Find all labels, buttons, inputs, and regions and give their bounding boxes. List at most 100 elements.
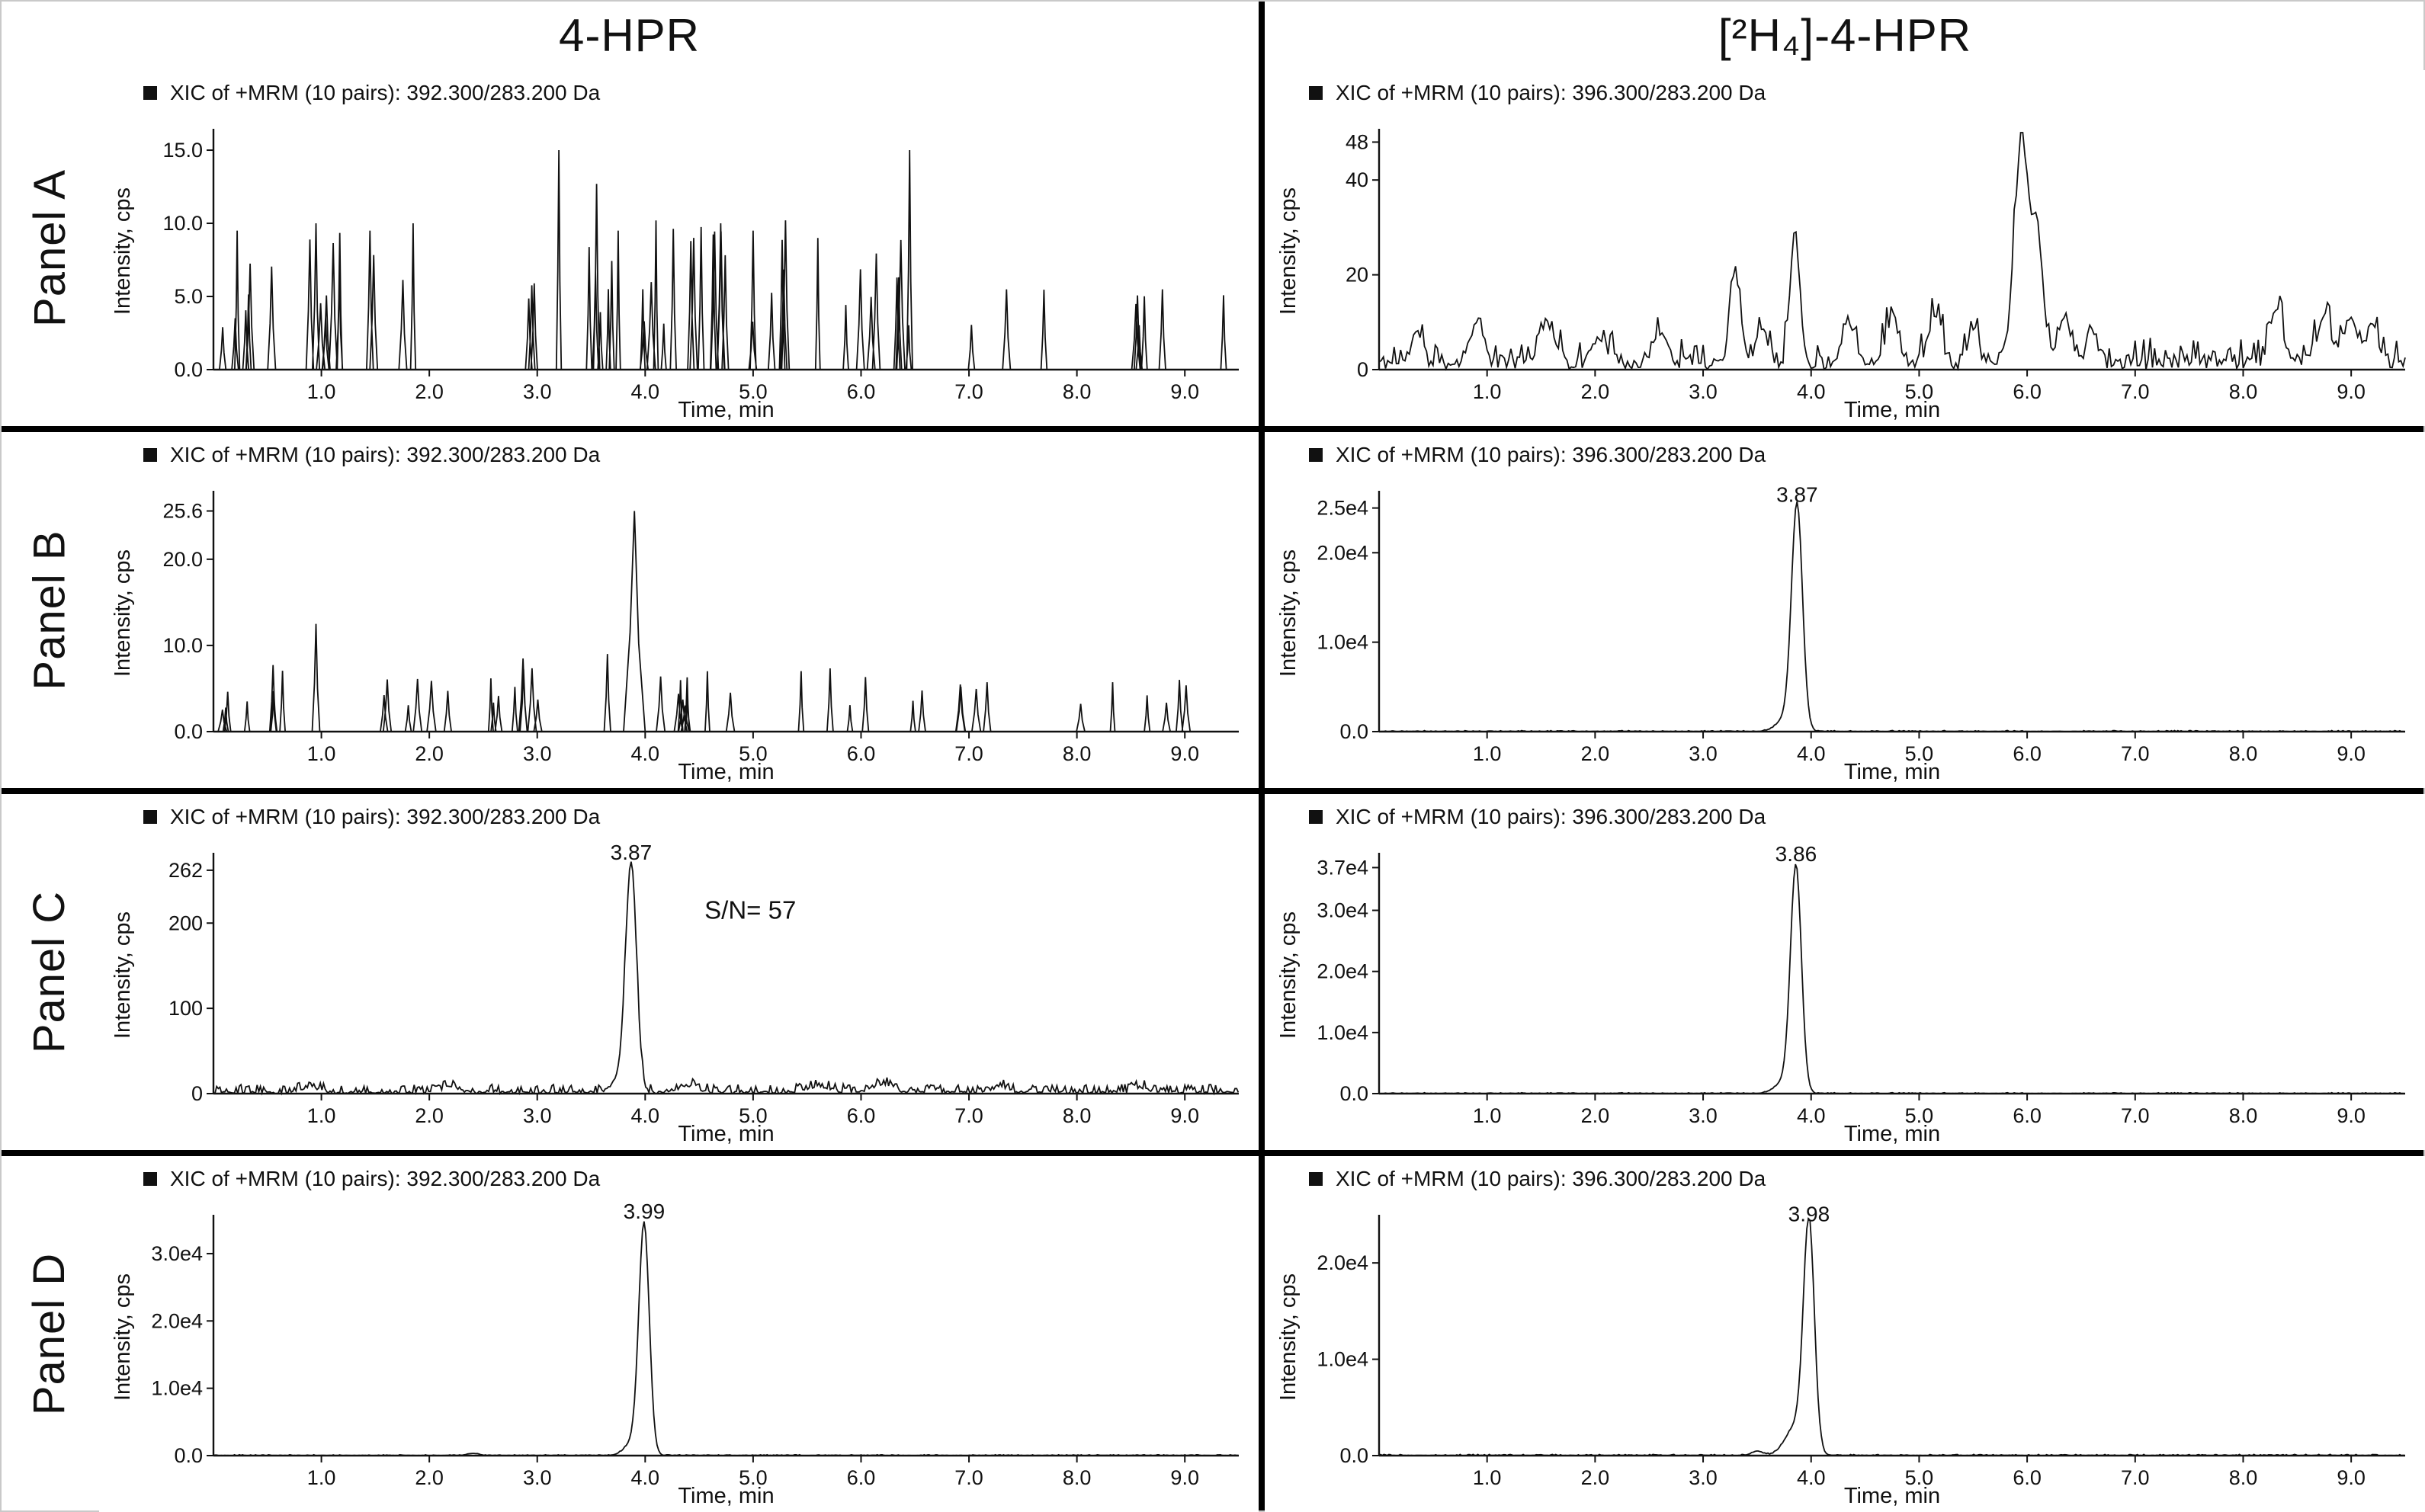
x-tick-label: 8.0 — [2229, 742, 2258, 765]
trace-path — [213, 149, 1239, 370]
trace-header: XIC of +MRM (10 pairs): 396.300/283.200 … — [1265, 432, 2425, 467]
y-tick-label: 0 — [191, 1082, 203, 1105]
x-tick-label: 6.0 — [847, 380, 876, 403]
y-tick-label: 20 — [1346, 264, 1368, 287]
chromatogram-plot: 1.0 2.0 3.0 4.0 5.0 6.0 7.0 8.0 9.0 0.0 5.0 10.0 15.… — [111, 129, 1239, 422]
x-tick-label: 4.0 — [631, 380, 660, 403]
y-tick-label: 5.0 — [174, 285, 203, 308]
y-axis-title: Intensity, cps — [1276, 911, 1301, 1039]
y-axis-title: Intensity, cps — [111, 187, 135, 315]
x-tick-label: 4.0 — [1797, 1104, 1826, 1127]
x-tick-label: 6.0 — [2013, 380, 2042, 403]
trace-legend-square-icon — [1309, 448, 1323, 462]
peak-time-label: 3.98 — [1788, 1203, 1830, 1226]
peak-time-label: 3.86 — [1775, 842, 1817, 866]
trace-legend-square-icon — [1309, 86, 1323, 100]
x-tick-label: 9.0 — [1170, 1104, 1199, 1127]
trace-title: XIC of +MRM (10 pairs): 396.300/283.200 … — [1336, 805, 1766, 828]
x-tick-label: 1.0 — [307, 1104, 336, 1127]
trace-header: XIC of +MRM (10 pairs): 392.300/283.200 … — [99, 1156, 1259, 1191]
x-tick-label: 1.0 — [1473, 1466, 1502, 1489]
chromatogram-cell-a-right: XIC of +MRM (10 pairs): 396.300/283.200 … — [1265, 70, 2425, 426]
chromatogram-cell-d-left: XIC of +MRM (10 pairs): 392.300/283.200 … — [99, 1156, 1259, 1512]
trace-title: XIC of +MRM (10 pairs): 396.300/283.200 … — [1336, 1167, 1766, 1190]
y-tick-label: 0.0 — [1339, 720, 1368, 743]
y-tick-label: 0 — [1357, 358, 1368, 381]
vertical-divider — [1259, 70, 1265, 426]
x-tick-label: 8.0 — [1063, 1104, 1092, 1127]
x-tick-label: 3.0 — [523, 1466, 552, 1489]
trace-path — [1379, 1216, 2405, 1457]
horizontal-divider — [0, 788, 2425, 794]
trace-header: XIC of +MRM (10 pairs): 396.300/283.200 … — [1265, 794, 2425, 829]
x-tick-label: 8.0 — [1063, 1466, 1092, 1489]
chromatogram-cell-b-right: XIC of +MRM (10 pairs): 396.300/283.200 … — [1265, 432, 2425, 788]
vertical-divider — [1259, 794, 1265, 1150]
y-tick-label: 1.0e4 — [151, 1377, 203, 1400]
x-tick-label: 4.0 — [631, 1466, 660, 1489]
panel-label-b: Panel B — [24, 530, 75, 690]
chromatogram-cell-b-left: XIC of +MRM (10 pairs): 392.300/283.200 … — [99, 432, 1259, 788]
trace-header: XIC of +MRM (10 pairs): 392.300/283.200 … — [99, 70, 1259, 105]
x-tick-label: 7.0 — [954, 1104, 983, 1127]
y-axis-title: Intensity, cps — [1276, 187, 1301, 315]
x-axis-title: Time, min — [678, 1122, 774, 1146]
x-tick-label: 7.0 — [2121, 742, 2150, 765]
trace-header: XIC of +MRM (10 pairs): 396.300/283.200 … — [1265, 70, 2425, 105]
x-tick-label: 5.0 — [1905, 1104, 1934, 1127]
x-tick-label: 2.0 — [1581, 1466, 1610, 1489]
x-tick-label: 4.0 — [631, 1104, 660, 1127]
x-tick-label: 3.0 — [1689, 742, 1718, 765]
x-tick-label: 2.0 — [1581, 380, 1610, 403]
x-tick-label: 5.0 — [1905, 380, 1934, 403]
y-tick-label: 10.0 — [162, 634, 203, 657]
column-title-4hpr: 4-HPR — [558, 9, 701, 61]
x-tick-label: 2.0 — [1581, 1104, 1610, 1127]
trace-title: XIC of +MRM (10 pairs): 396.300/283.200 … — [1336, 81, 1766, 104]
y-axis-title: Intensity, cps — [111, 911, 135, 1039]
y-tick-label: 3.7e4 — [1317, 856, 1368, 879]
horizontal-divider — [0, 426, 2425, 432]
y-axis-title: Intensity, cps — [1276, 1273, 1301, 1401]
trace-path — [213, 861, 1240, 1096]
x-tick-label: 8.0 — [2229, 380, 2258, 403]
x-tick-label: 3.0 — [1689, 380, 1718, 403]
column-title-d4-4hpr: [²H₄]-4-HPR — [1718, 9, 1972, 61]
x-tick-label: 5.0 — [739, 380, 768, 403]
y-tick-label: 2.0e4 — [1317, 1251, 1368, 1274]
y-tick-label: 48 — [1346, 130, 1368, 153]
y-tick-label: 20.0 — [162, 548, 203, 571]
trace-path — [1378, 132, 2406, 372]
x-tick-label: 6.0 — [847, 1466, 876, 1489]
x-tick-label: 2.0 — [415, 380, 444, 403]
x-axis-title: Time, min — [678, 1484, 774, 1508]
y-tick-label: 2.0e4 — [151, 1309, 203, 1332]
panel-label-d: Panel D — [24, 1252, 75, 1416]
x-tick-label: 1.0 — [1473, 742, 1502, 765]
x-tick-label: 9.0 — [2337, 380, 2366, 403]
y-axis-title: Intensity, cps — [111, 549, 135, 677]
x-tick-label: 9.0 — [1170, 742, 1199, 765]
trace-title: XIC of +MRM (10 pairs): 392.300/283.200 … — [170, 1167, 601, 1190]
chromatogram-cell-c-right: XIC of +MRM (10 pairs): 396.300/283.200 … — [1265, 794, 2425, 1150]
y-tick-label: 2.5e4 — [1317, 497, 1368, 520]
x-tick-label: 9.0 — [2337, 1466, 2366, 1489]
x-tick-label: 4.0 — [1797, 742, 1826, 765]
x-tick-label: 1.0 — [1473, 380, 1502, 403]
x-tick-label: 5.0 — [1905, 1466, 1934, 1489]
x-axis-title: Time, min — [1844, 1484, 1940, 1508]
y-tick-label: 15.0 — [162, 139, 203, 162]
chromatogram-cell-c-left: XIC of +MRM (10 pairs): 392.300/283.200 … — [99, 794, 1259, 1150]
peak-time-label: 3.87 — [611, 841, 653, 864]
x-tick-label: 2.0 — [415, 1104, 444, 1127]
x-axis-title: Time, min — [1844, 760, 1940, 784]
x-tick-label: 2.0 — [415, 742, 444, 765]
trace-path — [1378, 863, 2405, 1095]
x-tick-label: 5.0 — [739, 742, 768, 765]
chromatogram-plot: 1.0 2.0 3.0 4.0 5.0 6.0 7.0 8.0 9.0 0.0 1.0e4 2.0e4… — [1276, 1203, 2405, 1508]
x-tick-label: 9.0 — [2337, 742, 2366, 765]
y-tick-label: 0.0 — [174, 358, 203, 381]
x-tick-label: 4.0 — [631, 742, 660, 765]
x-tick-label: 6.0 — [2013, 1466, 2042, 1489]
trace-legend-square-icon — [143, 86, 157, 100]
